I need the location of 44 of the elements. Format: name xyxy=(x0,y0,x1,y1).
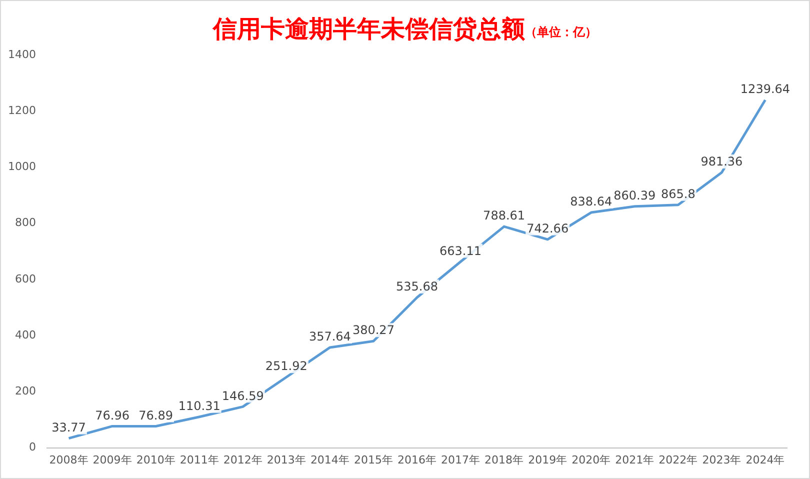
data-label: 788.61 xyxy=(483,208,526,223)
chart-title: 信用卡逾期半年未偿信贷总额 xyxy=(213,13,525,45)
x-tick-label: 2009年 xyxy=(92,453,132,466)
x-tick-label: 2012年 xyxy=(223,453,262,466)
data-label: 251.92 xyxy=(265,359,308,374)
chart-subtitle: （单位：亿） xyxy=(525,24,597,41)
data-label: 865.8 xyxy=(660,187,696,202)
x-tick-label: 2010年 xyxy=(136,453,176,466)
data-label: 860.39 xyxy=(614,188,656,203)
y-tick-label: 200 xyxy=(14,384,36,398)
data-label: 981.36 xyxy=(700,154,743,169)
x-tick-label: 2016年 xyxy=(397,453,436,466)
y-tick-label: 1400 xyxy=(8,48,36,61)
x-tick-label: 2015年 xyxy=(354,453,393,466)
x-tick-label: 2021年 xyxy=(615,453,654,466)
y-tick-label: 400 xyxy=(14,328,36,342)
x-tick-label: 2014年 xyxy=(310,453,350,466)
data-label: 663.11 xyxy=(440,244,482,258)
data-label: 380.27 xyxy=(352,323,394,338)
x-tick-label: 2024年 xyxy=(746,453,785,466)
x-tick-label: 2022年 xyxy=(658,453,698,466)
x-tick-label: 2017年 xyxy=(441,453,480,466)
data-label: 838.64 xyxy=(570,194,612,209)
data-label: 76.89 xyxy=(138,408,173,422)
y-tick-label: 1200 xyxy=(8,104,36,117)
y-tick-label: 0 xyxy=(28,440,36,454)
x-tick-label: 2011年 xyxy=(180,453,219,466)
data-label: 110.31 xyxy=(178,398,220,413)
x-tick-label: 2018年 xyxy=(484,453,524,466)
data-label: 146.59 xyxy=(222,388,264,403)
data-label: 357.64 xyxy=(308,330,351,344)
x-tick-label: 2008年 xyxy=(49,453,88,466)
x-tick-label: 2020年 xyxy=(572,453,611,466)
y-tick-label: 600 xyxy=(14,272,36,286)
x-tick-label: 2019年 xyxy=(528,453,568,466)
data-label: 535.68 xyxy=(396,280,438,294)
x-tick-label: 2023年 xyxy=(702,453,742,466)
data-label: 33.77 xyxy=(52,420,86,434)
data-label: 1239.64 xyxy=(740,82,790,96)
data-label: 76.96 xyxy=(95,408,130,422)
x-tick-label: 2013年 xyxy=(266,453,306,466)
data-label: 742.66 xyxy=(526,222,569,236)
y-tick-label: 800 xyxy=(14,216,36,230)
y-tick-label: 1000 xyxy=(8,160,36,174)
